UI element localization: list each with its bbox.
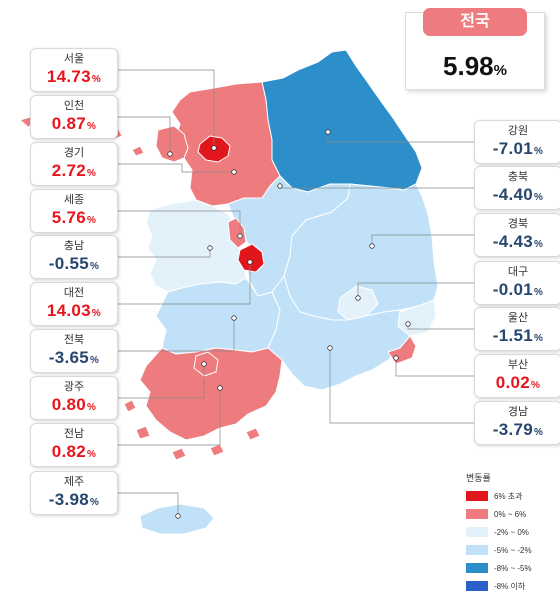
region-card-daejeon[interactable]: 대전 14.03%	[30, 282, 118, 326]
region-gangwon[interactable]	[261, 49, 423, 193]
region-name: 부산	[507, 359, 529, 371]
region-name: 충남	[63, 240, 85, 252]
region-name: 대전	[63, 287, 85, 299]
region-jeonnam-islands	[123, 399, 261, 461]
region-card-jeonnam[interactable]: 전남 0.82%	[30, 423, 118, 467]
region-value: -3.79%	[492, 420, 544, 439]
legend-item: -2% ~ 0%	[466, 523, 556, 541]
region-daegu[interactable]	[337, 285, 379, 321]
region-value: -7.01%	[492, 139, 544, 158]
legend-title: 변동률	[466, 473, 491, 483]
legend-label: 6% 초과	[494, 491, 523, 501]
region-name: 제주	[63, 476, 85, 488]
region-card-gyeongbuk[interactable]: 경북 -4.43%	[474, 213, 560, 257]
region-card-incheon[interactable]: 인천 0.87%	[30, 95, 118, 139]
region-value: -0.55%	[48, 254, 100, 273]
region-value: 5.76%	[51, 208, 97, 227]
legend: 변동률 6% 초과 0% ~ 6% -2% ~ 0% -5% ~ -2% -8% ~ -…	[466, 471, 556, 595]
region-name: 경북	[507, 218, 529, 230]
region-name: 울산	[507, 312, 529, 324]
region-name: 대구	[507, 266, 529, 278]
region-value: -0.01%	[492, 280, 544, 299]
region-card-gwangju[interactable]: 광주 0.80%	[30, 376, 118, 420]
national-value: 5.98%	[443, 51, 507, 81]
legend-item: 6% 초과	[466, 487, 556, 505]
region-value: 2.72%	[51, 161, 97, 180]
region-jeju[interactable]	[139, 503, 215, 535]
legend-item: 0% ~ 6%	[466, 505, 556, 523]
region-name: 전북	[63, 334, 85, 346]
region-name: 전남	[63, 428, 85, 440]
region-daejeon[interactable]	[237, 243, 265, 273]
region-value: -1.51%	[492, 326, 544, 345]
region-card-busan[interactable]: 부산 0.02%	[474, 354, 560, 398]
region-sejong[interactable]	[227, 217, 247, 249]
region-name: 서울	[63, 53, 85, 65]
legend-label: -5% ~ -2%	[494, 545, 532, 555]
region-value: 0.80%	[51, 395, 97, 414]
region-incheon[interactable]	[155, 125, 189, 163]
region-name: 경기	[63, 147, 85, 159]
region-value: 0.82%	[51, 442, 97, 461]
region-value: -4.40%	[492, 185, 544, 204]
national-label: 전국	[423, 8, 527, 36]
region-card-gangwon[interactable]: 강원 -7.01%	[474, 120, 560, 164]
region-name: 인천	[63, 100, 85, 112]
legend-label: 0% ~ 6%	[494, 509, 527, 519]
region-value: -3.98%	[48, 490, 100, 509]
region-name: 광주	[63, 381, 85, 393]
region-value: -4.43%	[492, 232, 544, 251]
legend-item: -8% 이하	[466, 577, 556, 595]
legend-swatch	[466, 581, 488, 591]
region-card-gyeongnam[interactable]: 경남 -3.79%	[474, 401, 560, 445]
region-card-chungnam[interactable]: 충남 -0.55%	[30, 235, 118, 279]
region-card-jeju[interactable]: 제주 -3.98%	[30, 471, 118, 515]
region-name: 충북	[507, 171, 529, 183]
legend-item: -8% ~ -5%	[466, 559, 556, 577]
region-card-jeonbuk[interactable]: 전북 -3.65%	[30, 329, 118, 373]
region-card-seoul[interactable]: 서울 14.73%	[30, 48, 118, 92]
legend-swatch	[466, 491, 488, 501]
region-card-gyeonggi[interactable]: 경기 2.72%	[30, 142, 118, 186]
region-value: -3.65%	[48, 348, 100, 367]
region-chungnam[interactable]	[145, 199, 247, 293]
legend-swatch	[466, 509, 488, 519]
region-card-ulsan[interactable]: 울산 -1.51%	[474, 307, 560, 351]
region-value: 0.02%	[495, 373, 541, 392]
legend-label: -8% ~ -5%	[494, 563, 532, 573]
legend-label: -8% 이하	[494, 581, 526, 591]
region-card-daegu[interactable]: 대구 -0.01%	[474, 261, 560, 305]
legend-label: -2% ~ 0%	[494, 527, 529, 537]
legend-item: -5% ~ -2%	[466, 541, 556, 559]
legend-swatch	[466, 527, 488, 537]
region-card-sejong[interactable]: 세종 5.76%	[30, 189, 118, 233]
region-name: 경남	[507, 406, 529, 418]
region-name: 세종	[63, 194, 85, 206]
region-value: 0.87%	[51, 114, 97, 133]
region-name: 강원	[507, 125, 529, 137]
region-jeonnam[interactable]	[139, 347, 283, 441]
national-total-box: 전국 5.98%	[405, 8, 545, 90]
legend-swatch	[466, 545, 488, 555]
legend-swatch	[466, 563, 488, 573]
region-value: 14.03%	[46, 301, 102, 320]
region-markers	[167, 129, 411, 519]
region-card-chungbuk[interactable]: 충북 -4.40%	[474, 166, 560, 210]
region-value: 14.73%	[46, 67, 102, 86]
